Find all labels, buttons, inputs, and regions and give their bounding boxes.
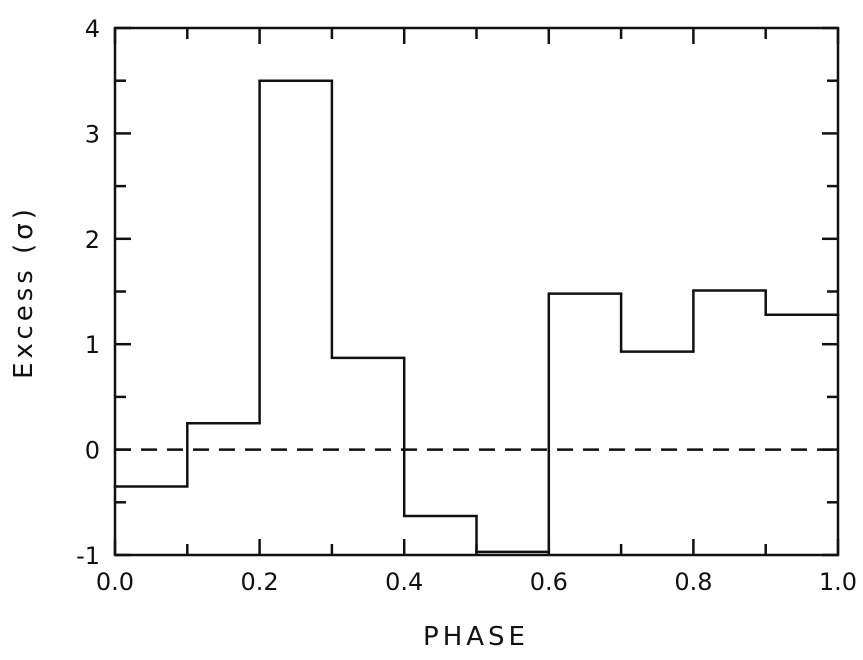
- histogram-bins: [113, 79, 840, 554]
- x-tick-label: 0.6: [530, 568, 568, 596]
- y-axis-title: Excess (σ): [9, 205, 39, 379]
- x-tick-label: 0.0: [96, 568, 134, 596]
- x-tick-label: 0.2: [241, 568, 279, 596]
- x-axis-title: PHASE: [423, 622, 529, 652]
- y-tick-label: 1: [85, 331, 100, 359]
- x-tick-label: 0.8: [674, 568, 712, 596]
- y-tick-label: 0: [85, 437, 100, 465]
- y-tick-label: 4: [85, 15, 100, 43]
- x-tick-label: 0.4: [385, 568, 423, 596]
- y-tick-label: 2: [85, 226, 100, 254]
- y-tick-label: 3: [85, 120, 100, 148]
- y-tick-label: -1: [76, 542, 100, 570]
- x-tick-label: 1.0: [819, 568, 857, 596]
- axis-tick-labels: 0.0 0.2 0.4 0.6 0.8 1.0 -1 0 1 2 3 4: [76, 15, 857, 596]
